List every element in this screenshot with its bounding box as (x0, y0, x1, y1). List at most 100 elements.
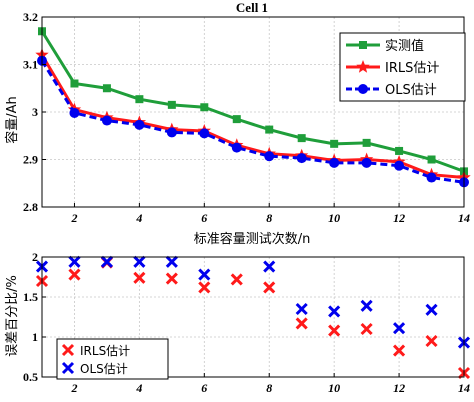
error-chart: 2 4 6 8 10 12 14 0.5 1 1.5 2 误差百分比/% IRLS估计 OLS估计 (5, 250, 471, 395)
data-point-measured (200, 103, 209, 112)
data-point-ols (101, 115, 112, 126)
data-point-ols-error (68, 255, 81, 268)
x-tick-label: 12 (393, 381, 405, 395)
series-line-irls (40, 54, 465, 180)
data-point-ols-error (133, 255, 146, 268)
legend-item-ols-error: OLS估计 (61, 361, 128, 376)
x-tick-label: 2 (70, 381, 77, 395)
legend-item-irls-error: IRLS估计 (61, 343, 130, 358)
data-point-ols (426, 172, 437, 183)
data-point-ols (231, 142, 242, 153)
data-point-irls-error (425, 334, 438, 348)
bottom-axis-ticks: 2 4 6 8 10 12 14 0.5 1 1.5 2 (23, 250, 470, 395)
data-point-ols (199, 128, 210, 139)
top-legend: 实测值 IRLS估计 OLS估计 (339, 32, 466, 102)
x-tick-label: 10 (328, 211, 340, 225)
y-tick-label: 3.1 (23, 58, 38, 72)
legend-item-ols: OLS估计 (346, 83, 437, 98)
y-tick-label: 2.8 (23, 200, 38, 214)
data-point-ols-error (425, 303, 438, 316)
data-point-measured (297, 134, 306, 143)
data-point-irls-error (393, 344, 406, 357)
series-line-ols (40, 59, 465, 184)
x-tick-label: 12 (393, 211, 405, 225)
data-point-ols (329, 157, 340, 168)
x-tick-label: 14 (458, 381, 470, 395)
x-tick-label: 8 (266, 381, 272, 395)
data-point-measured (330, 139, 339, 148)
legend-item-irls: IRLS估计 (346, 60, 439, 76)
data-point-ols (134, 119, 145, 130)
legend-label-measured: 实测值 (385, 38, 424, 54)
series-line-measured (40, 30, 465, 173)
data-point-ols-error (328, 305, 341, 318)
data-point-ols (296, 153, 307, 164)
data-point-irls-error (295, 317, 308, 330)
data-point-irls-error (133, 271, 146, 284)
legend-label-irls: IRLS估计 (385, 61, 439, 76)
data-point-ols (394, 160, 405, 171)
top-axis-ticks: 2 4 6 8 10 12 14 2.8 2.9 3 3.1 3.2 (23, 10, 470, 225)
bottom-series-group (35, 255, 471, 380)
legend-item-measured: 实测值 (346, 38, 424, 54)
data-point-irls-error (230, 273, 243, 286)
data-point-irls-error (165, 272, 178, 285)
y-tick-label: 3.2 (23, 10, 38, 24)
x-tick-label: 6 (201, 381, 207, 395)
bottom-y-axis-label: 误差百分比/% (5, 275, 20, 357)
data-point-ols-error (263, 260, 276, 273)
top-y-axis-label: 容量/Ah (4, 96, 20, 144)
data-point-ols-error (198, 268, 211, 281)
y-tick-label: 2 (32, 250, 38, 264)
y-tick-label: 2.9 (23, 153, 38, 167)
data-point-ols-error (393, 322, 406, 335)
capacity-chart: Cell 1 2 4 6 8 10 12 14 2.8 2.9 3 3.1 3.2 标准容量测试次数/… (4, 0, 471, 247)
x-tick-label: 8 (266, 211, 272, 225)
top-x-axis-label: 标准容量测试次数/n (194, 231, 311, 247)
data-point-ols (361, 157, 372, 168)
data-point-measured (395, 146, 404, 155)
x-tick-label: 14 (458, 211, 470, 225)
legend-marker-measured (359, 41, 367, 49)
data-point-ols (264, 151, 275, 162)
x-tick-label: 6 (201, 211, 207, 225)
legend-label-ols-error: OLS估计 (80, 362, 128, 376)
data-point-ols-error (165, 255, 178, 268)
x-tick-label: 10 (328, 381, 340, 395)
y-tick-label: 0.5 (23, 370, 38, 384)
x-tick-label: 2 (70, 211, 77, 225)
data-point-ols (69, 107, 80, 118)
legend-marker-ols (358, 84, 368, 94)
data-point-measured (232, 115, 241, 124)
bottom-legend-box (56, 338, 169, 380)
data-point-measured (265, 125, 274, 134)
data-point-ols-error (295, 302, 308, 316)
data-point-measured (70, 79, 79, 88)
legend-marker-irls (356, 60, 370, 73)
y-tick-label: 1.5 (23, 290, 38, 304)
data-point-measured (167, 100, 176, 109)
data-point-irls-error (263, 281, 276, 294)
legend-marker-ols-error (61, 361, 75, 375)
data-point-ols-error (100, 255, 113, 268)
y-tick-label: 3 (32, 105, 38, 119)
legend-label-ols: OLS估计 (385, 83, 437, 98)
data-point-measured (135, 95, 144, 104)
data-point-irls-error (360, 322, 373, 336)
data-point-measured (362, 138, 371, 147)
y-tick-label: 1 (32, 330, 38, 344)
x-tick-label: 4 (135, 211, 142, 225)
legend-marker-irls-error (61, 343, 75, 357)
data-point-irls-error (198, 281, 211, 294)
data-point-irls-error (328, 324, 341, 337)
legend-label-irls-error: IRLS估计 (80, 344, 130, 358)
chart-title: Cell 1 (236, 0, 268, 15)
bottom-plot-frame (41, 256, 465, 378)
bottom-legend: IRLS估计 OLS估计 (56, 338, 169, 380)
data-point-ols-error (360, 299, 373, 312)
data-point-measured (102, 84, 111, 93)
x-tick-label: 4 (135, 381, 142, 395)
data-point-ols (166, 127, 177, 138)
data-point-irls-error (68, 268, 81, 281)
